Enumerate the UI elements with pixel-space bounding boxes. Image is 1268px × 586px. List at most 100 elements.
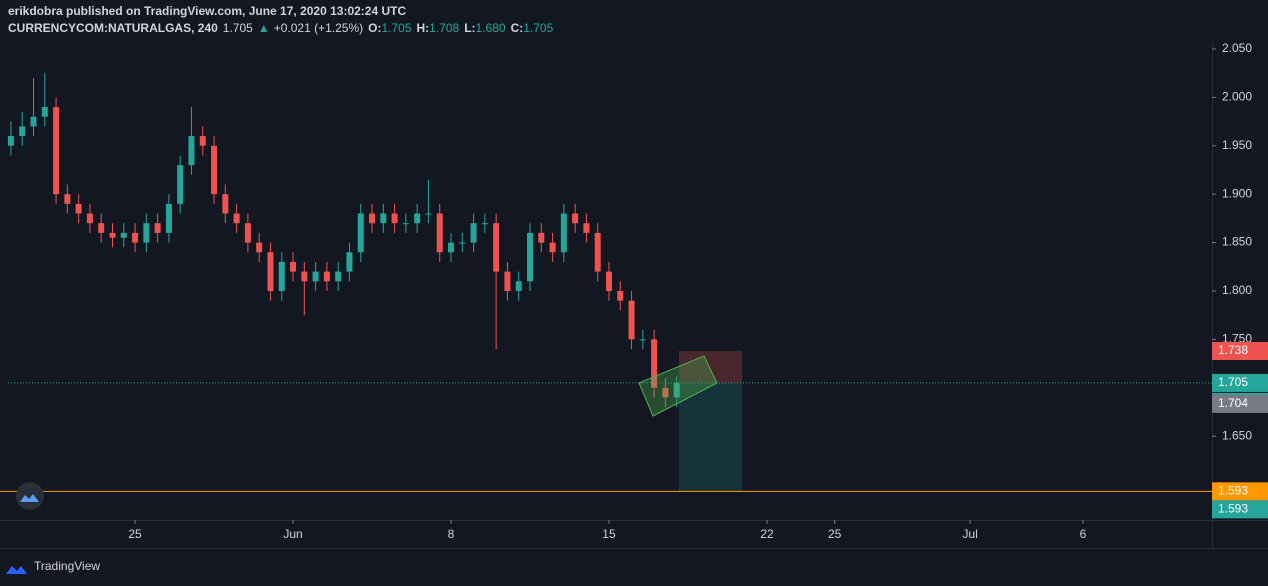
candle-body <box>369 213 376 224</box>
candle-body <box>335 271 342 282</box>
candle-body <box>256 242 263 253</box>
o-label: O: <box>368 21 381 35</box>
last-price-label-bg <box>1212 373 1268 392</box>
candle-body <box>402 223 409 225</box>
candle-body <box>605 271 612 291</box>
candle-body <box>267 252 274 291</box>
candle-body <box>199 136 206 146</box>
x-tick-label: 8 <box>448 527 455 541</box>
h-label: H: <box>417 21 430 35</box>
candle-body <box>504 271 511 291</box>
candle-body <box>188 136 195 166</box>
change: +0.021 (+1.25%) <box>274 21 363 35</box>
symbol: CURRENCYCOM:NATURALGAS, 240 <box>8 21 218 35</box>
candle-body <box>639 339 646 341</box>
candle-body <box>357 213 364 253</box>
candle-body <box>222 194 229 214</box>
y-tick-label: 2.050 <box>1222 41 1252 55</box>
y-tick-label: 2.000 <box>1222 90 1252 104</box>
header-text: erikdobra published on TradingView.com, … <box>8 4 406 18</box>
candle-body <box>380 213 387 224</box>
candle-body <box>301 271 308 282</box>
candle-body <box>346 252 353 272</box>
y-tick-label: 1.850 <box>1222 235 1252 249</box>
candle-body <box>594 232 601 272</box>
hline-label: 1.593 <box>1218 484 1248 498</box>
candle-body <box>177 165 184 204</box>
candle-body <box>549 242 556 253</box>
stop-zone <box>678 350 743 383</box>
candle-body <box>86 213 93 224</box>
bid-label-bg <box>1212 394 1268 413</box>
candle-body <box>19 126 26 137</box>
candle-body <box>132 232 139 243</box>
l-label: L: <box>464 21 475 35</box>
x-tick-label: 22 <box>760 527 774 541</box>
c: 1.705 <box>523 21 553 35</box>
brand: TradingView <box>34 559 100 573</box>
chart-logo-mark <box>20 494 39 502</box>
l: 1.680 <box>476 21 506 35</box>
candle-body <box>673 382 680 398</box>
candle-body <box>448 242 455 253</box>
bid-label: 1.704 <box>1218 396 1248 410</box>
x-tick-label: 6 <box>1080 527 1087 541</box>
candle-body <box>30 116 37 127</box>
candle-body <box>414 213 421 224</box>
candle-body <box>515 281 522 291</box>
candle-body <box>120 232 127 238</box>
candle-body <box>583 223 590 233</box>
candle-body <box>651 339 658 388</box>
candle-body <box>436 213 443 253</box>
candle-body <box>493 223 500 272</box>
last: 1.705 <box>223 21 253 35</box>
candle-body <box>481 223 488 225</box>
c-label: C: <box>511 21 524 35</box>
o: 1.705 <box>381 21 411 35</box>
last-price-label: 1.705 <box>1218 375 1248 389</box>
candle-body <box>459 242 466 244</box>
target-label: 1.593 <box>1218 502 1248 516</box>
candle-body <box>53 107 60 195</box>
h: 1.708 <box>429 21 459 35</box>
y-tick-label: 1.800 <box>1222 283 1252 297</box>
candle-body <box>165 203 172 233</box>
footer-logo <box>6 566 27 574</box>
candle-body <box>628 300 635 340</box>
candle-body <box>290 261 297 272</box>
candle-body <box>662 387 669 398</box>
stop-label-bg <box>1212 341 1268 360</box>
x-tick-label: Jun <box>283 527 302 541</box>
candle-body <box>617 290 624 301</box>
candle-body <box>278 261 285 291</box>
candle-body <box>470 223 477 243</box>
arrow: ▲ <box>258 21 270 35</box>
hline-label-bg <box>1212 482 1268 501</box>
candle-body <box>312 271 319 282</box>
candle-body <box>244 223 251 243</box>
candle-body <box>64 194 71 204</box>
candle-body <box>154 223 161 233</box>
header: erikdobra published on TradingView.com, … <box>8 4 406 18</box>
y-tick-label: 1.650 <box>1222 428 1252 442</box>
candle-body <box>143 223 150 243</box>
symbol-line: CURRENCYCOM:NATURALGAS, 240 1.705 ▲ +0.021 … <box>8 21 554 35</box>
candle-body <box>572 213 579 224</box>
candle-body <box>7 136 14 146</box>
x-tick-label: 25 <box>128 527 142 541</box>
target-label-bg <box>1212 500 1268 519</box>
y-tick-label: 1.900 <box>1222 186 1252 200</box>
candle-body <box>98 223 105 233</box>
x-tick-label: Jul <box>962 527 977 541</box>
candle-body <box>109 232 116 238</box>
y-tick-label: 1.950 <box>1222 138 1252 152</box>
candle-body <box>41 107 48 117</box>
candle-body <box>211 145 218 195</box>
target-zone <box>678 382 743 492</box>
candle-body <box>391 213 398 224</box>
candle-body <box>233 213 240 224</box>
drawing-rect <box>638 355 718 417</box>
stop-label: 1.738 <box>1218 343 1248 357</box>
